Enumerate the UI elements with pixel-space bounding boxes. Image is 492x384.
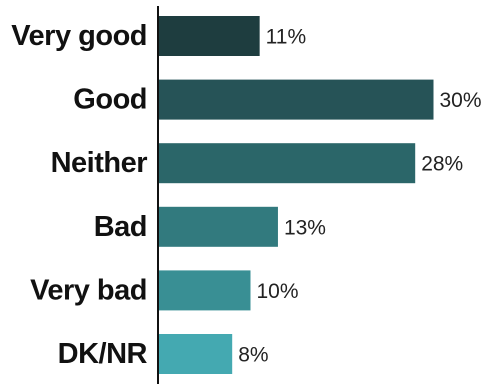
value-label: 8% <box>238 344 268 367</box>
bar-neither <box>159 143 416 184</box>
bars-group <box>159 16 434 374</box>
labels-group: Very good 11% Good 30% Neither 28% Bad 13% Very … <box>11 20 481 370</box>
category-label: Neither <box>51 147 148 179</box>
bar-very-good <box>159 16 260 56</box>
bar-good <box>159 79 434 120</box>
value-label: 10% <box>257 280 299 303</box>
category-label: Very good <box>11 20 147 52</box>
value-label: 28% <box>421 153 463 176</box>
value-label: 13% <box>284 216 326 239</box>
value-label: 30% <box>440 89 482 112</box>
category-label: Good <box>73 84 147 116</box>
bar-bad <box>159 206 278 247</box>
bar-dk-nr <box>159 334 233 374</box>
value-label: 11% <box>266 26 306 49</box>
category-label: Bad <box>94 211 147 243</box>
bar-very-bad <box>159 270 251 311</box>
category-label: Very bad <box>30 274 147 306</box>
category-label: DK/NR <box>58 338 148 370</box>
